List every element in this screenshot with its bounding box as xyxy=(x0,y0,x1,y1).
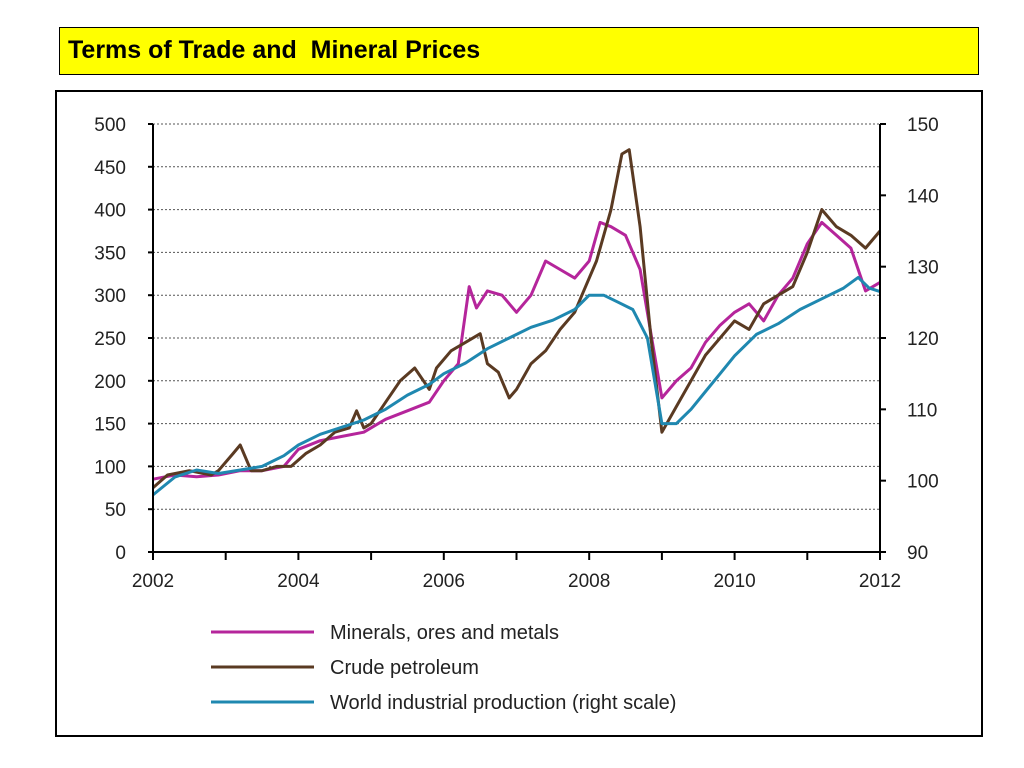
y-tick-label: 450 xyxy=(94,158,126,179)
series-lines xyxy=(152,148,882,497)
y2-tick-label: 120 xyxy=(907,329,939,350)
chart-frame xyxy=(55,90,983,737)
axes xyxy=(148,123,886,560)
x-tick-label: 2010 xyxy=(713,571,755,592)
y-tick-label: 250 xyxy=(94,329,126,350)
legend-label: Crude petroleum xyxy=(330,657,479,679)
x-tick-label: 2008 xyxy=(568,571,610,592)
slide-title-banner: Terms of Trade and Mineral Prices xyxy=(59,27,979,75)
y-tick-label: 200 xyxy=(94,372,126,393)
slide-title: Terms of Trade and Mineral Prices xyxy=(68,36,481,64)
x-tick-label: 2002 xyxy=(132,571,174,592)
y2-tick-label: 140 xyxy=(907,186,939,207)
y2-tick-label: 150 xyxy=(907,115,939,136)
y2-tick-label: 110 xyxy=(907,400,937,421)
y2-tick-label: 100 xyxy=(907,472,939,493)
series-line-crude-petroleum xyxy=(152,148,882,489)
legend: Minerals, ores and metals Crude petroleum… xyxy=(211,622,676,714)
y2-tick-label: 130 xyxy=(907,258,939,279)
x-tick-label: 2012 xyxy=(859,571,901,592)
y-tick-label: 500 xyxy=(94,115,126,136)
y-tick-label: 350 xyxy=(94,243,126,264)
y-tick-label: 300 xyxy=(94,286,126,307)
y-tick-label: 50 xyxy=(105,500,126,521)
tick-labels: 0 50 100 150 200 250 300 350 400 450 500 90 100 110 12… xyxy=(94,115,938,592)
legend-label: Minerals, ores and metals xyxy=(330,622,559,644)
y2-tick-label: 90 xyxy=(907,543,928,564)
y-tick-label: 400 xyxy=(94,201,126,222)
x-tick-label: 2004 xyxy=(277,571,320,592)
series-line-minerals-ores-and-metals xyxy=(152,220,881,481)
y-tick-label: 100 xyxy=(94,457,126,478)
y-tick-label: 0 xyxy=(115,543,126,564)
legend-label: World industrial production (right scale… xyxy=(330,692,676,714)
x-tick-label: 2006 xyxy=(423,571,465,592)
y-tick-label: 150 xyxy=(94,415,126,436)
gridlines xyxy=(153,123,880,510)
series-line-world-industrial-production-right-scale xyxy=(152,275,881,497)
